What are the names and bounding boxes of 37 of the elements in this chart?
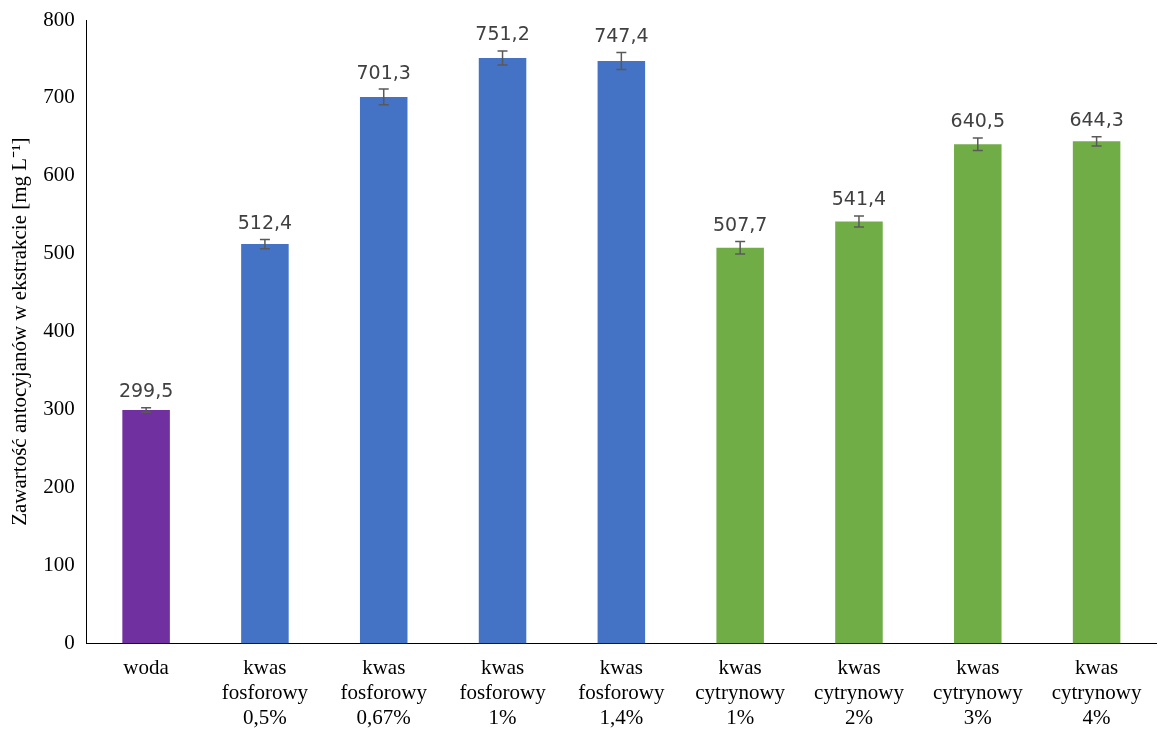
y-tick-label: 800	[43, 6, 75, 31]
bar	[122, 410, 170, 644]
data-label: 751,2	[475, 22, 530, 45]
y-tick-label: 400	[43, 318, 75, 343]
y-tick-label: 300	[43, 396, 75, 421]
y-axis-title: Zawartość antocyjanów w ekstrakcie [mg L⁻¹]	[7, 137, 32, 526]
data-label: 701,3	[356, 60, 411, 83]
x-tick-label: kwas cytrynowy 3%	[932, 654, 1024, 729]
bar	[478, 58, 527, 644]
y-tick-label: 100	[43, 551, 75, 576]
data-label: 507,7	[712, 212, 768, 235]
data-label: 640,5	[950, 109, 1005, 132]
y-tick-label: 200	[43, 474, 75, 499]
data-label: 541,4	[831, 187, 887, 210]
y-tick-label: 700	[43, 84, 75, 109]
x-tick-label: kwas fosforowy 0,67%	[340, 654, 428, 729]
bar	[597, 60, 646, 644]
bar	[241, 244, 289, 644]
data-label: 299,5	[118, 379, 174, 402]
y-tick-label: 0	[64, 629, 75, 654]
bar	[954, 144, 1002, 644]
y-tick-label: 500	[43, 240, 75, 265]
bar	[1072, 141, 1121, 644]
data-label: 512,4	[237, 210, 293, 233]
y-tick-label: 600	[43, 162, 75, 187]
x-tick-label: kwas cytrynowy 2%	[814, 654, 905, 729]
x-tick-label: woda	[123, 654, 170, 679]
x-tick-label: kwas fosforowy 1%	[459, 654, 547, 729]
bar	[716, 247, 764, 644]
data-label: 644,3	[1069, 108, 1124, 131]
x-tick-label: kwas cytrynowy 1%	[695, 654, 786, 729]
x-tick-label: kwas cytrynowy 4%	[1051, 654, 1142, 729]
data-label: 747,4	[594, 23, 649, 46]
x-tick-label: kwas fosforowy 0,5%	[221, 654, 309, 729]
bar	[359, 96, 408, 644]
bar	[835, 221, 883, 644]
x-tick-label: kwas fosforowy 1,4%	[578, 654, 665, 729]
